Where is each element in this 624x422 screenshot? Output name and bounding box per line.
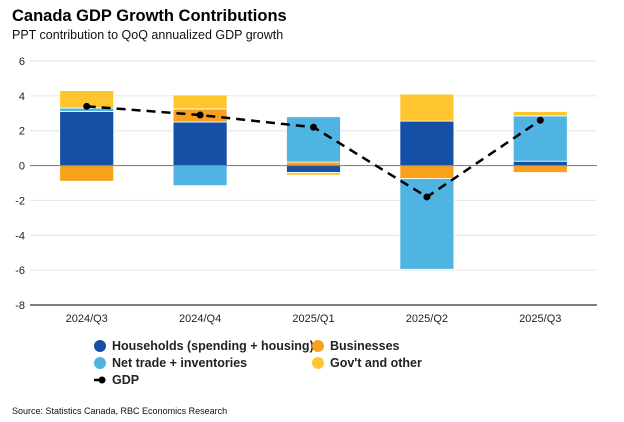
y-tick-label: 2 [19,126,25,138]
x-tick-label: 2025/Q3 [519,313,561,325]
y-tick-label: -4 [15,230,25,242]
bar-segment [399,165,455,180]
legend-businesses: Businesses [312,339,399,353]
legend-swatch-households [94,340,106,352]
y-tick-label: 6 [19,56,25,68]
x-tick-label: 2024/Q4 [179,313,221,325]
gdp-point [536,116,544,124]
bar-segment [286,165,341,173]
bar-segment [286,116,341,163]
legend-swatch-net-trade [94,357,106,369]
bar-segment [286,172,341,176]
bar-segment [399,178,455,270]
bar-segment [172,121,228,166]
y-tick-label: -2 [15,195,25,207]
legend-label-businesses: Businesses [330,339,400,353]
chart-subtitle: PPT contribution to QoQ annualized GDP g… [12,28,284,42]
bar-segment [59,111,115,166]
legend-label-households: Households (spending + housing) [112,339,314,353]
y-tick-label: -6 [15,265,25,277]
legend-label-govt: Gov't and other [330,356,422,370]
gdp-point [83,102,91,110]
x-tick-label: 2024/Q3 [66,313,108,325]
legend-swatch-businesses [312,340,324,352]
bar-segment [512,111,568,117]
x-tick-label: 2025/Q1 [292,313,334,325]
bar-segment [59,165,115,182]
bar-segment [512,160,568,166]
legend-label-gdp: GDP [112,373,140,387]
legend-gdp: GDP [94,373,139,387]
legend-households: Households (spending + housing) [94,339,314,353]
gdp-point [196,111,204,119]
y-tick-label: 0 [19,161,25,173]
chart-title: Canada GDP Growth Contributions [12,7,287,25]
y-tick-label: 4 [19,91,25,103]
y-tick-label: -8 [15,300,25,312]
bar-segment [512,165,568,173]
gdp-point [423,193,431,201]
source-note: Source: Statistics Canada, RBC Economics… [12,406,228,416]
legend-net-trade: Net trade + inventories [94,356,247,370]
legend-swatch-gdp [94,376,106,384]
bar-segment [399,93,455,122]
bar-segment [172,94,228,110]
legend-swatch-govt [312,357,324,369]
legend-label-net-trade: Net trade + inventories [112,356,248,370]
chart-plot: 6 4 2 0 -2 -4 -6 -8 2024/Q3 2024/Q4 2025/Q1 2025/Q2… [15,56,597,325]
x-tick-label: 2025/Q2 [406,313,448,325]
legend-govt: Gov't and other [312,356,422,370]
bar-segment [399,120,455,166]
gdp-point [310,123,317,131]
bar-segment [172,165,228,187]
